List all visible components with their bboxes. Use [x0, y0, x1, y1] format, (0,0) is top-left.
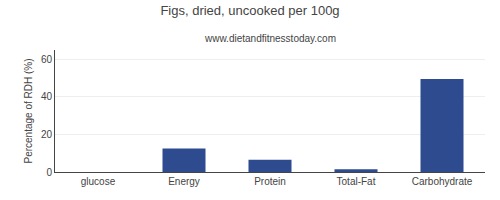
svg-text:Total-Fat: Total-Fat — [337, 176, 376, 187]
svg-text:glucose: glucose — [81, 176, 116, 187]
svg-text:40: 40 — [41, 91, 53, 102]
svg-text:20: 20 — [41, 129, 53, 140]
svg-text:Percentage of RDH (%): Percentage of RDH (%) — [23, 58, 34, 163]
svg-text:60: 60 — [41, 54, 53, 65]
svg-text:Carbohydrate: Carbohydrate — [412, 176, 473, 187]
svg-text:0: 0 — [46, 167, 52, 178]
svg-text:www.dietandfitnesstoday.com: www.dietandfitnesstoday.com — [204, 33, 336, 44]
svg-text:Figs, dried, uncooked per 100g: Figs, dried, uncooked per 100g — [160, 3, 339, 18]
svg-text:Energy: Energy — [168, 176, 200, 187]
svg-text:Protein: Protein — [254, 176, 286, 187]
